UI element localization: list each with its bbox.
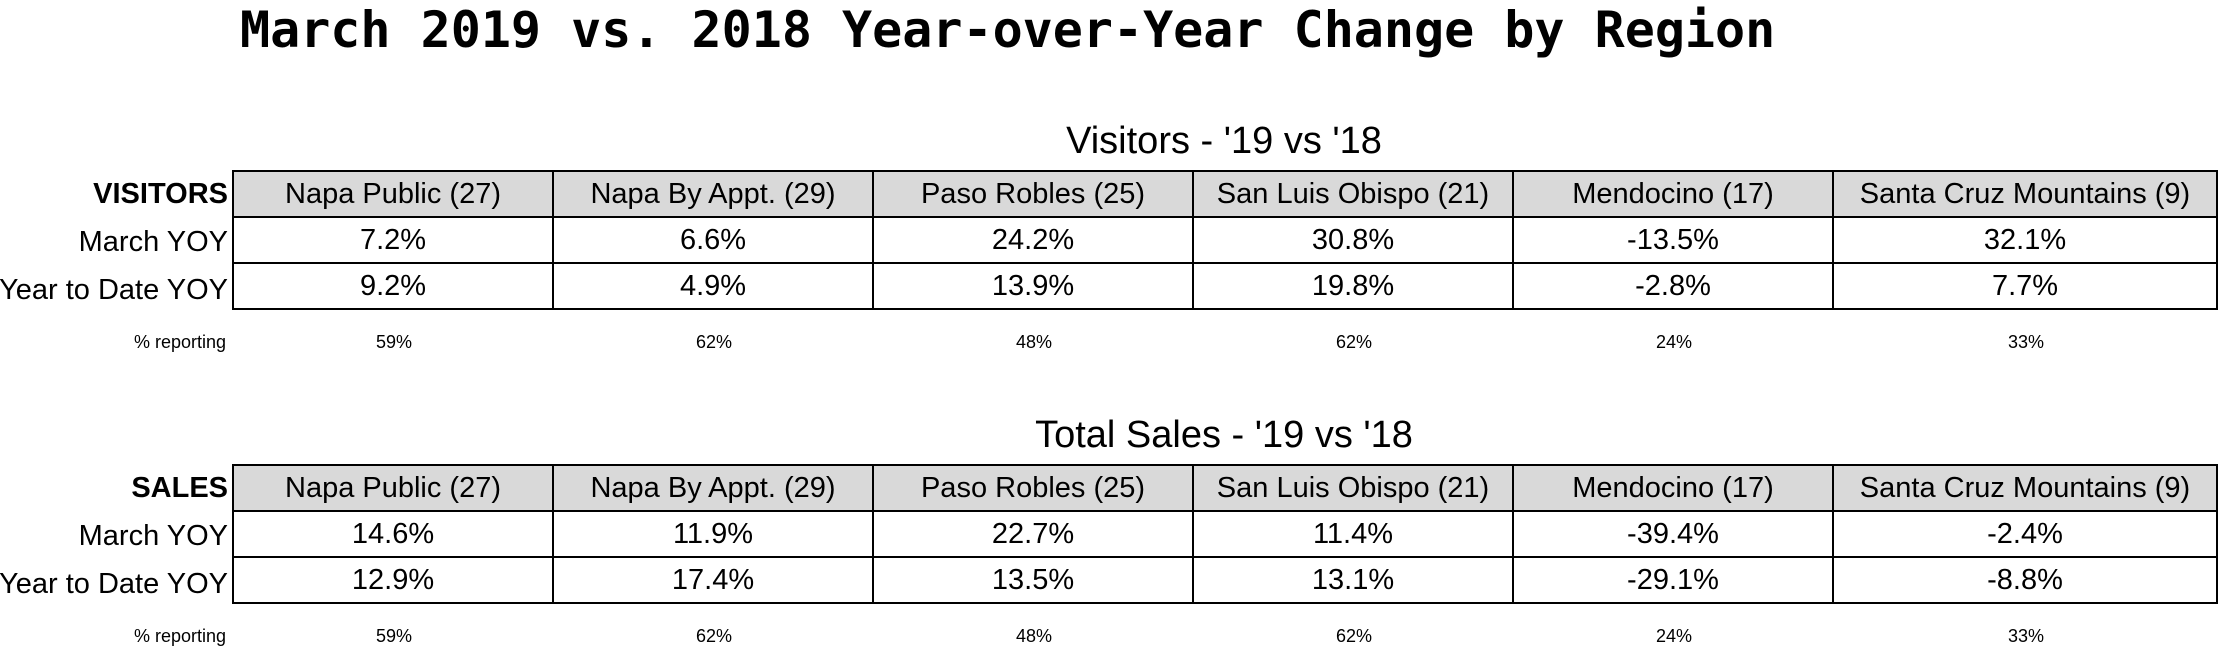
table-row: 7.2% 6.6% 24.2% 30.8% -13.5% 32.1% [232,216,2218,264]
column-header: Napa By Appt. (29) [552,464,874,512]
reporting-value: 33% [2007,626,2045,646]
reporting-value: 62% [695,626,733,646]
sales-header-row: Napa Public (27) Napa By Appt. (29) Paso… [232,464,2218,512]
table-cell: 24.2% [872,216,1194,264]
column-header: Napa By Appt. (29) [552,170,874,218]
table-cell: -2.8% [1512,262,1834,310]
table-cell: 6.6% [552,216,874,264]
reporting-value: 62% [1335,332,1373,352]
visitors-row-label-ytd: Year to Date YOY [0,274,228,306]
column-header: San Luis Obispo (21) [1192,464,1514,512]
reporting-value: 59% [375,332,413,352]
table-cell: -13.5% [1512,216,1834,264]
visitors-header-row: Napa Public (27) Napa By Appt. (29) Paso… [232,170,2218,218]
column-header: San Luis Obispo (21) [1192,170,1514,218]
table-cell: 22.7% [872,510,1194,558]
table-cell: 13.5% [872,556,1194,604]
column-header: Mendocino (17) [1512,170,1834,218]
table-cell: 32.1% [1832,216,2218,264]
visitors-row-label-march: March YOY [78,226,228,258]
reporting-value: 62% [1335,626,1373,646]
column-header: Napa Public (27) [232,170,554,218]
sales-table: Napa Public (27) Napa By Appt. (29) Paso… [232,464,2218,604]
table-cell: 7.7% [1832,262,2218,310]
column-header: Santa Cruz Mountains (9) [1832,170,2218,218]
reporting-value: 48% [1015,626,1053,646]
table-cell: 17.4% [552,556,874,604]
table-cell: 12.9% [232,556,554,604]
reporting-label: % reporting [133,332,226,352]
column-header: Paso Robles (25) [872,464,1194,512]
table-row: 14.6% 11.9% 22.7% 11.4% -39.4% -2.4% [232,510,2218,558]
table-row: 9.2% 4.9% 13.9% 19.8% -2.8% 7.7% [232,262,2218,310]
visitors-section-title: Visitors - '19 vs '18 [1066,120,1382,162]
table-cell: 11.9% [552,510,874,558]
table-cell: 13.9% [872,262,1194,310]
sales-header-label: SALES [131,472,228,504]
column-header: Napa Public (27) [232,464,554,512]
table-cell: 19.8% [1192,262,1514,310]
reporting-label: % reporting [133,626,226,646]
visitors-reporting-row: % reporting 59% 62% 48% 62% 24% 33% [0,330,2224,354]
page-title: March 2019 vs. 2018 Year-over-Year Chang… [240,1,1776,59]
reporting-value: 24% [1655,332,1693,352]
table-cell: 13.1% [1192,556,1514,604]
reporting-value: 59% [375,626,413,646]
table-cell: -2.4% [1832,510,2218,558]
table-cell: 9.2% [232,262,554,310]
reporting-value: 62% [695,332,733,352]
table-cell: -39.4% [1512,510,1834,558]
reporting-value: 48% [1015,332,1053,352]
table-cell: -8.8% [1832,556,2218,604]
table-cell: 11.4% [1192,510,1514,558]
sales-row-label-march: March YOY [78,520,228,552]
column-header: Mendocino (17) [1512,464,1834,512]
table-cell: 14.6% [232,510,554,558]
table-cell: 30.8% [1192,216,1514,264]
sales-reporting-row: % reporting 59% 62% 48% 62% 24% 33% [0,624,2224,648]
table-cell: 7.2% [232,216,554,264]
table-row: 12.9% 17.4% 13.5% 13.1% -29.1% -8.8% [232,556,2218,604]
table-cell: 4.9% [552,262,874,310]
column-header: Santa Cruz Mountains (9) [1832,464,2218,512]
reporting-value: 24% [1655,626,1693,646]
sales-section-title: Total Sales - '19 vs '18 [1035,414,1413,456]
visitors-header-label: VISITORS [93,178,228,210]
reporting-value: 33% [2007,332,2045,352]
visitors-table: Napa Public (27) Napa By Appt. (29) Paso… [232,170,2218,310]
sales-row-label-ytd: Year to Date YOY [0,568,228,600]
table-cell: -29.1% [1512,556,1834,604]
column-header: Paso Robles (25) [872,170,1194,218]
